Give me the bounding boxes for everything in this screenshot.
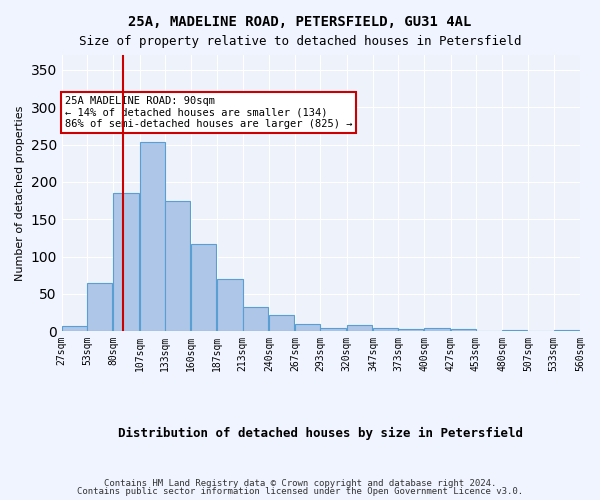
Text: Size of property relative to detached houses in Petersfield: Size of property relative to detached ho…: [79, 35, 521, 48]
Bar: [373, 328, 398, 332]
Bar: [140, 142, 165, 332]
Text: Contains HM Land Registry data © Crown copyright and database right 2024.: Contains HM Land Registry data © Crown c…: [104, 478, 496, 488]
Bar: [295, 324, 320, 332]
Bar: [424, 328, 450, 332]
Text: Contains public sector information licensed under the Open Government Licence v3: Contains public sector information licen…: [77, 487, 523, 496]
Bar: [191, 244, 217, 332]
Bar: [451, 329, 476, 332]
Bar: [554, 330, 579, 332]
Bar: [62, 326, 87, 332]
Text: 25A MADELINE ROAD: 90sqm
← 14% of detached houses are smaller (134)
86% of semi-: 25A MADELINE ROAD: 90sqm ← 14% of detach…: [65, 96, 352, 130]
Bar: [476, 330, 501, 332]
Bar: [242, 306, 268, 332]
Bar: [347, 326, 372, 332]
Bar: [87, 282, 112, 332]
Bar: [502, 330, 527, 332]
Text: 25A, MADELINE ROAD, PETERSFIELD, GU31 4AL: 25A, MADELINE ROAD, PETERSFIELD, GU31 4A…: [128, 15, 472, 29]
Bar: [113, 193, 139, 332]
Bar: [165, 200, 190, 332]
Bar: [398, 329, 424, 332]
Y-axis label: Number of detached properties: Number of detached properties: [15, 106, 25, 281]
Bar: [217, 279, 242, 332]
X-axis label: Distribution of detached houses by size in Petersfield: Distribution of detached houses by size …: [118, 427, 523, 440]
Bar: [269, 315, 294, 332]
Bar: [320, 328, 346, 332]
